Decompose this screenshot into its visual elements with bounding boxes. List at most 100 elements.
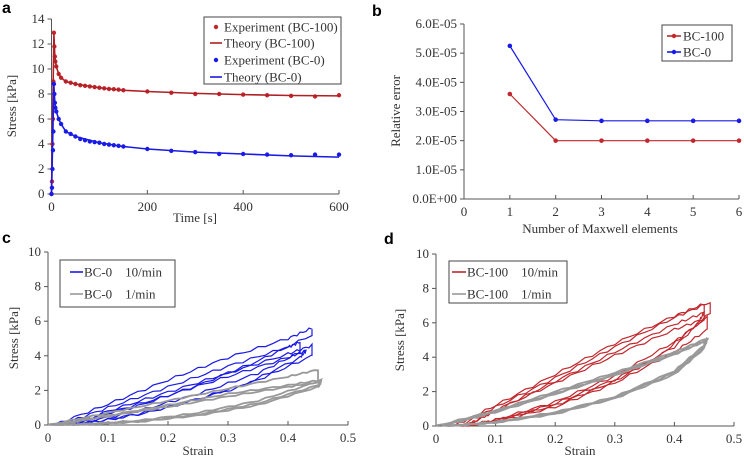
series-bc-100 xyxy=(507,91,742,143)
x-tick-label: 400 xyxy=(233,199,253,214)
data-point xyxy=(690,138,696,143)
data-point xyxy=(736,138,742,143)
chart-panel-d: 0 2 4 6 8 10 0 0.1 0.2 0.3 0.4 0.5 Strain Stress [kPa… xyxy=(392,246,742,458)
y-tick-label: 4.0E-05 xyxy=(415,74,457,89)
y-tick-label: 4 xyxy=(35,348,42,363)
y-tick-label: 4 xyxy=(423,349,430,364)
data-point xyxy=(690,118,696,124)
legend-box xyxy=(59,259,176,308)
y-tick-label: 6.0E-05 xyxy=(415,16,457,31)
panel-label-d: d xyxy=(384,231,394,248)
chart-panel-a: 0 2 4 6 8 10 12 14 0 200 400 600 Time [s] Stress [kPa… xyxy=(4,11,349,225)
x-tick-label: 0.4 xyxy=(666,431,683,446)
legend-label: Theory (BC-0) xyxy=(224,70,302,85)
hysteresis-cycle xyxy=(65,349,307,426)
series-experiment-bc-0- xyxy=(49,81,342,197)
hysteresis-cycle xyxy=(459,302,711,427)
x-tick-label: 5 xyxy=(690,204,697,219)
theory-line xyxy=(50,33,340,195)
x-tick-label: 0.5 xyxy=(340,430,356,445)
chart-panel-c: 0 2 4 6 8 10 0 0.1 0.2 0.3 0.4 0.5 Strain Stress [kPa… xyxy=(6,244,356,458)
legend-label: BC-100 10/min xyxy=(467,265,559,280)
y-tick-label: 8 xyxy=(423,280,430,295)
y-tick-label: 5.0E-05 xyxy=(415,45,457,60)
hysteresis-cycle xyxy=(441,339,706,427)
hysteresis-cycle xyxy=(59,341,301,426)
x-axis-label: Time [s] xyxy=(173,210,217,225)
y-axis-label: Stress [kPa] xyxy=(392,309,407,371)
legend-box xyxy=(203,16,342,85)
legend-label: BC-0 xyxy=(683,45,711,60)
data-point xyxy=(51,30,57,35)
data-point xyxy=(645,118,650,124)
series-line xyxy=(509,45,739,122)
x-tick-label: 600 xyxy=(329,199,349,214)
y-tick-label: 2 xyxy=(38,161,45,176)
x-axis-label: Strain xyxy=(564,443,596,458)
y-tick-label: 0.0E+00 xyxy=(412,191,457,206)
data-point xyxy=(553,117,558,122)
y-tick-label: 10 xyxy=(32,61,45,76)
legend-box xyxy=(448,260,568,304)
x-tick-label: 0.2 xyxy=(547,431,563,446)
legend: Experiment (BC-100)Theory (BC-100) Experi… xyxy=(203,16,342,85)
y-tick-label: 8 xyxy=(38,86,45,101)
y-tick-label: 4 xyxy=(38,136,45,151)
y-tick-label: 14 xyxy=(32,11,46,26)
y-tick-label: 6 xyxy=(35,313,42,328)
y-tick-label: 3.0E-05 xyxy=(415,104,457,119)
data-point xyxy=(507,91,513,97)
legend-label: Experiment (BC-100) xyxy=(224,20,338,35)
x-tick-label: 1 xyxy=(507,204,514,219)
data-point xyxy=(507,43,513,49)
legend-label: Theory (BC-100) xyxy=(224,36,315,51)
y-tick-label: 10 xyxy=(416,246,429,261)
x-tick-label: 200 xyxy=(138,199,158,214)
legend: BC-0 10/min BC-0 1/min xyxy=(59,259,176,308)
legend: BC-100 10/min BC-100 1/min xyxy=(448,260,568,304)
x-axis-label: Number of Maxwell elements xyxy=(522,221,678,236)
y-axis-label: Stress [kPa] xyxy=(6,307,21,369)
x-tick-label: 0 xyxy=(433,431,440,446)
data-point xyxy=(336,152,342,157)
legend-marker xyxy=(213,24,219,30)
y-tick-label: 12 xyxy=(32,36,45,51)
hysteresis-cycle xyxy=(53,327,313,426)
series-bc-100-10-min xyxy=(453,302,711,427)
x-tick-label: 0 xyxy=(48,199,55,214)
x-tick-label: 0.1 xyxy=(100,430,116,445)
y-tick-label: 0 xyxy=(35,417,42,432)
panel-label-b: b xyxy=(372,3,382,20)
y-tick-label: 1.0E-05 xyxy=(415,162,457,177)
legend-marker xyxy=(671,33,677,39)
panel-label-c: c xyxy=(2,230,11,247)
hysteresis-cycle xyxy=(465,311,706,427)
y-tick-label: 2 xyxy=(35,382,42,397)
x-tick-label: 4 xyxy=(644,204,651,219)
legend-label: BC-0 1/min xyxy=(84,287,156,302)
x-axis-label: Strain xyxy=(182,443,214,458)
legend-label: BC-100 1/min xyxy=(467,287,552,302)
series-bc-100-1-min xyxy=(435,336,710,427)
legend-marker xyxy=(671,49,677,55)
series-bc-0-1-min xyxy=(47,369,324,426)
panel-label-a: a xyxy=(2,0,11,17)
data-point xyxy=(599,118,604,124)
legend-box xyxy=(661,24,733,62)
x-tick-label: 0 xyxy=(45,430,52,445)
x-tick-label: 3 xyxy=(598,204,605,219)
x-tick-label: 0.1 xyxy=(487,431,503,446)
x-tick-label: 0.5 xyxy=(726,431,742,446)
hysteresis-cycle xyxy=(453,303,705,427)
x-tick-label: 0.4 xyxy=(280,430,297,445)
chart-panel-b: 0.0E+00 1.0E-05 2.0E-05 3.0E-05 4.0E-05 5.0E-… xyxy=(388,16,743,236)
y-axis-label: Stress [kPa] xyxy=(4,75,19,137)
x-tick-label: 6 xyxy=(736,204,743,219)
data-point xyxy=(553,138,558,143)
y-tick-label: 10 xyxy=(28,244,41,259)
y-tick-label: 8 xyxy=(35,279,42,294)
data-point xyxy=(599,138,604,143)
y-axis-label: Relative error xyxy=(388,74,403,146)
series-theory-bc-100- xyxy=(50,33,340,195)
